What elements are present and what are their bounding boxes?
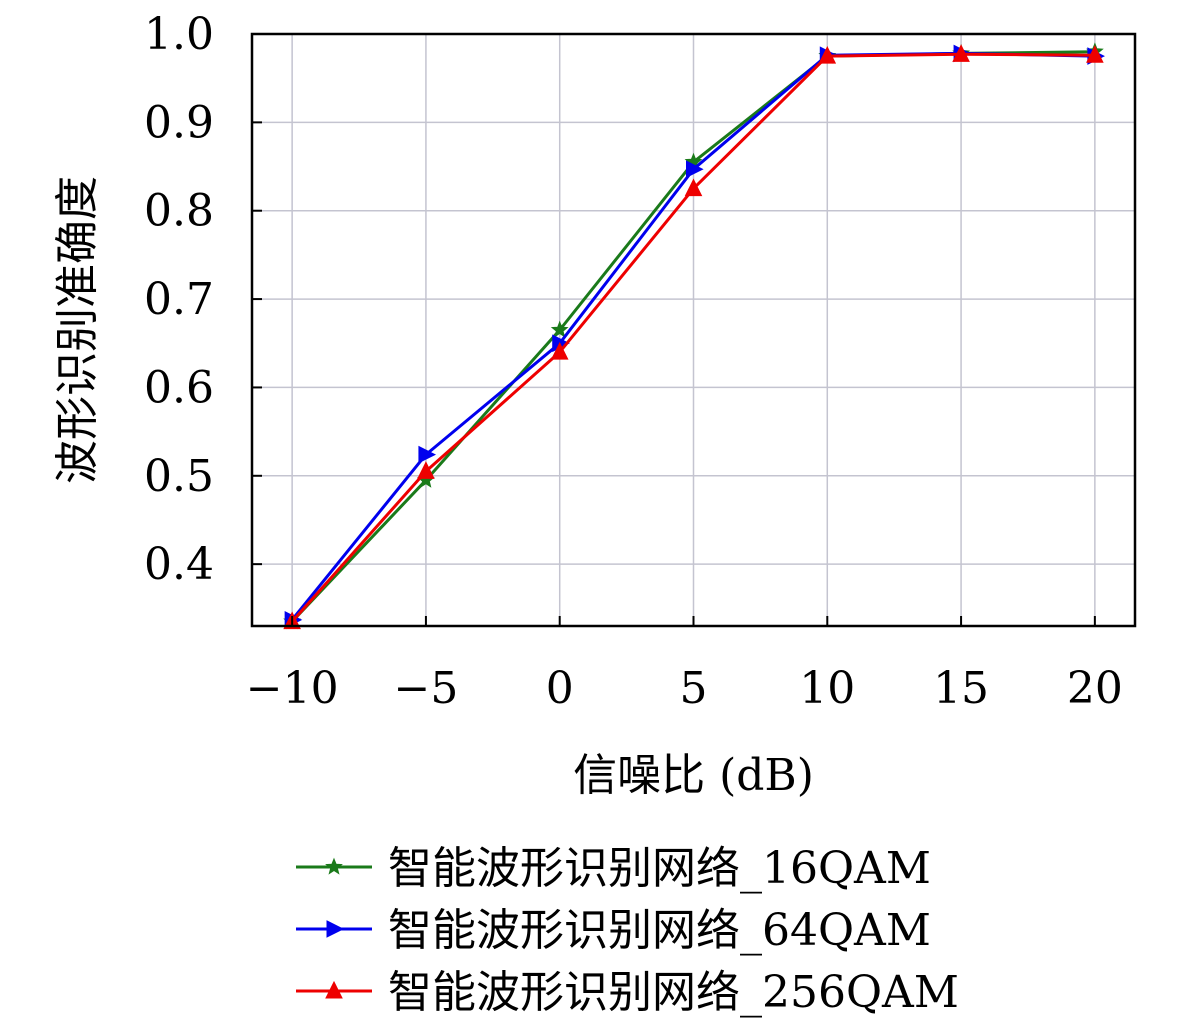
data-point <box>952 44 970 62</box>
legend-label: 智能波形识别网络_64QAM <box>388 905 931 956</box>
x-tick-label: −10 <box>246 663 339 714</box>
x-tick-label: 0 <box>546 663 574 714</box>
legend: 智能波形识别网络_16QAM 智能波形识别网络_64QAM 智能波形识别网络_256… <box>296 843 959 1018</box>
y-axis-label: 波形识别准确度 <box>52 176 103 484</box>
y-tick-label: 0.8 <box>144 186 214 237</box>
x-tick-label: 20 <box>1067 663 1123 714</box>
y-tick-label: 0.7 <box>144 274 214 325</box>
legend-marker <box>325 980 343 999</box>
series <box>283 44 1104 630</box>
y-tick-label: 0.4 <box>144 539 214 590</box>
legend-entry: 智能波形识别网络_256QAM <box>296 967 959 1018</box>
legend-entry: 智能波形识别网络_16QAM <box>296 843 931 894</box>
legend-entry: 智能波形识别网络_64QAM <box>296 905 931 956</box>
series <box>284 44 1105 629</box>
x-tick-label: 5 <box>680 663 708 714</box>
data-point <box>1086 45 1104 63</box>
y-tick-label: 0.9 <box>144 97 214 148</box>
legend-marker <box>326 920 345 938</box>
data-point <box>686 160 704 178</box>
legend-label: 智能波形识别网络_16QAM <box>388 843 931 894</box>
y-tick-label: 0.6 <box>144 362 214 413</box>
series-group <box>283 42 1105 630</box>
data-point <box>684 178 703 197</box>
x-axis-label: 信噪比 (dB) <box>573 750 814 801</box>
y-tick-label: 0.5 <box>144 451 214 502</box>
x-tick-label: 10 <box>799 663 855 714</box>
y-tick-label: 1.0 <box>144 9 214 60</box>
legend-marker <box>325 857 343 875</box>
data-point <box>418 445 437 464</box>
grid <box>252 33 1135 626</box>
x-tick-label: −5 <box>393 663 458 714</box>
x-axis-ticks: −10 −5 0 5 10 15 20 <box>246 616 1123 714</box>
legend-label: 智能波形识别网络_256QAM <box>388 967 959 1018</box>
data-point <box>550 320 569 338</box>
data-point <box>417 461 435 479</box>
y-axis-ticks: 0.4 0.5 0.6 0.7 0.8 0.9 1.0 <box>144 9 262 590</box>
data-point <box>818 45 837 64</box>
x-tick-label: 15 <box>933 663 989 714</box>
data-point <box>550 341 569 360</box>
